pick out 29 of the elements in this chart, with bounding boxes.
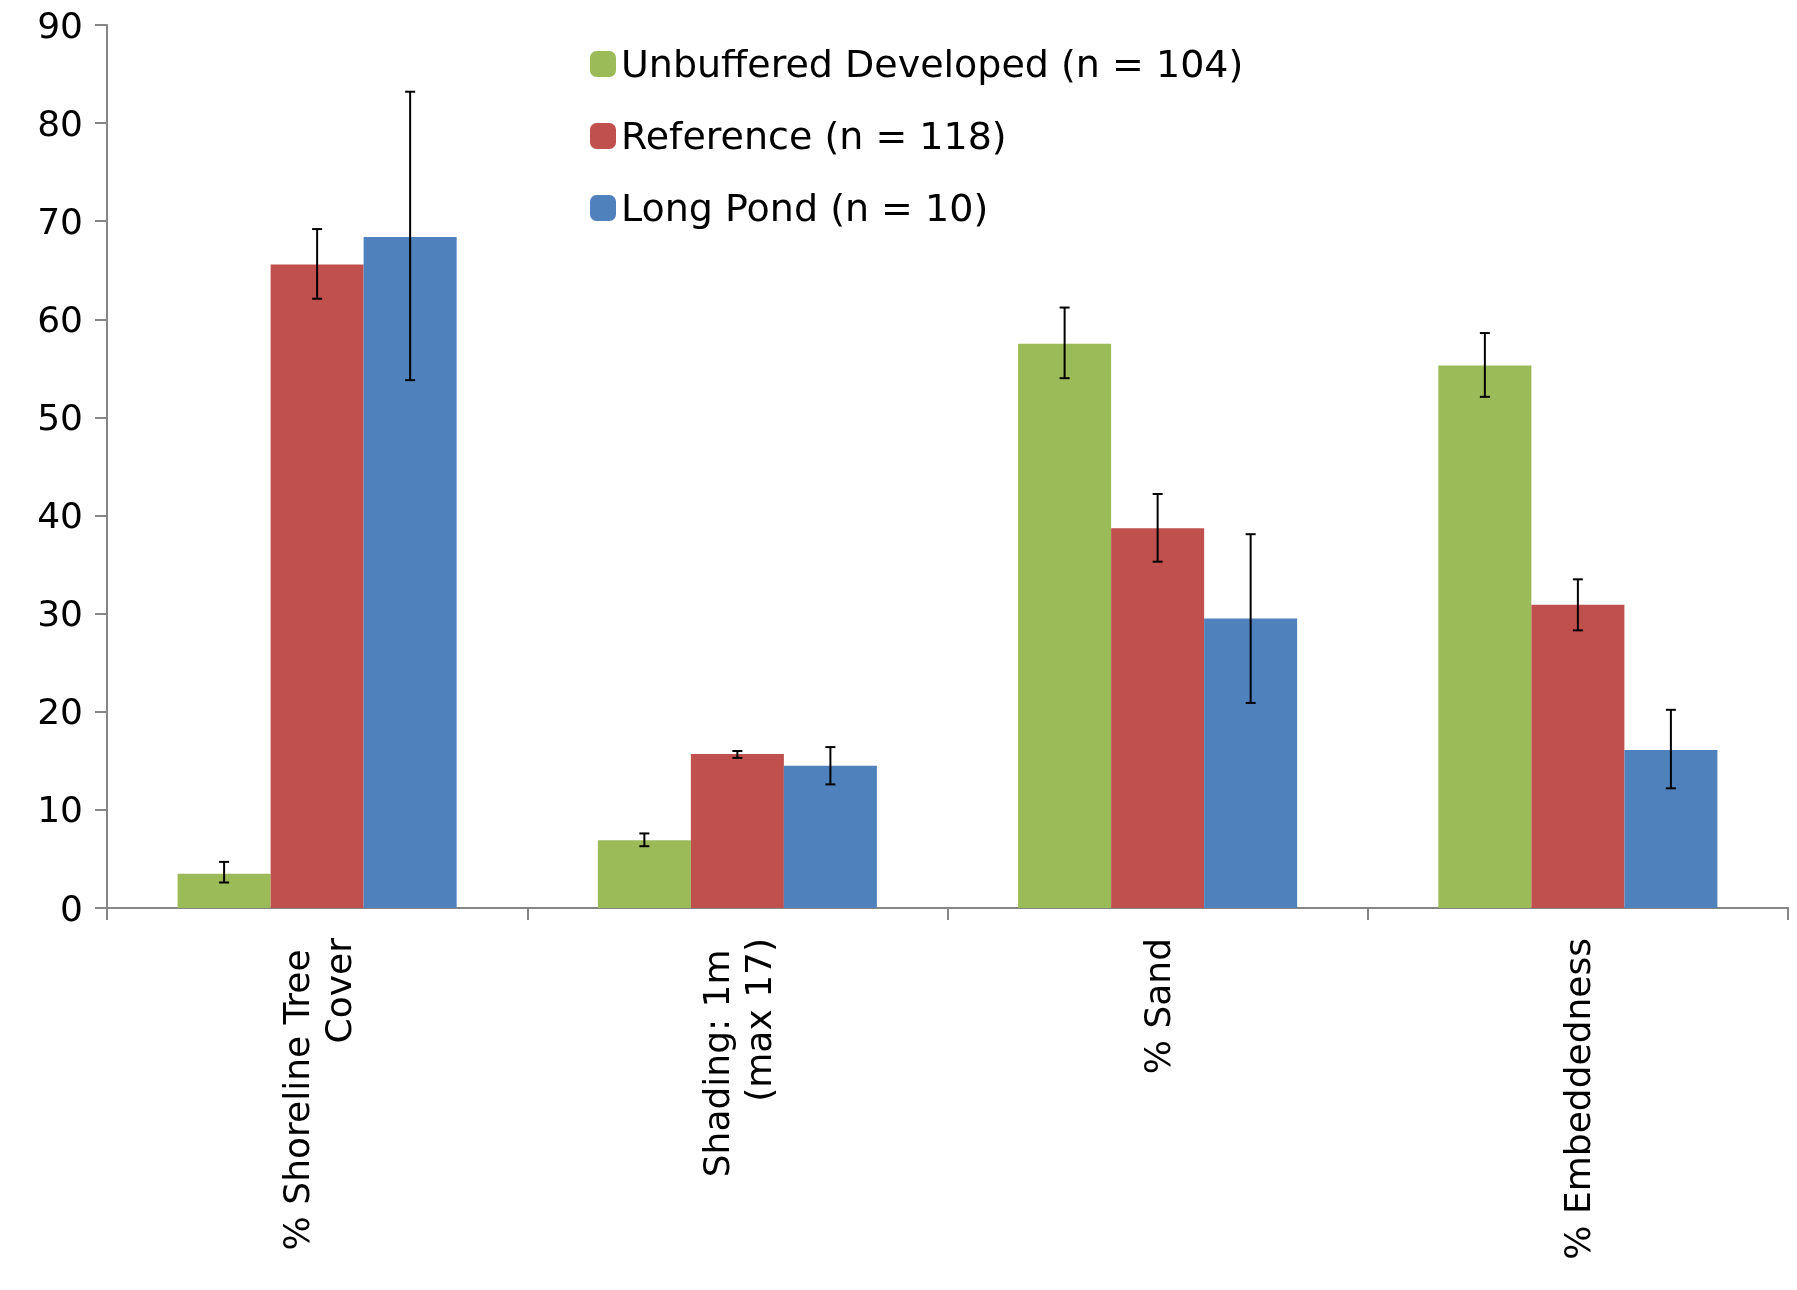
x-tick-label: Shading: 1m (max 17) <box>695 938 779 1178</box>
bar <box>783 765 877 908</box>
bar <box>363 236 457 908</box>
bar <box>1204 618 1298 908</box>
bar <box>270 264 364 908</box>
y-tick-label: 20 <box>37 691 83 733</box>
bar <box>1624 750 1718 908</box>
x-tick-label: % Sand <box>1137 938 1179 1075</box>
bar <box>1438 365 1532 908</box>
bar <box>1531 604 1625 908</box>
y-tick-label: 80 <box>37 102 83 144</box>
bar <box>177 873 271 908</box>
y-tick-label: 50 <box>37 396 83 438</box>
y-tick-label: 30 <box>37 593 83 635</box>
legend-label: Long Pond (n = 10) <box>621 186 989 230</box>
bar <box>690 753 784 908</box>
legend-label: Unbuffered Developed (n = 104) <box>621 42 1244 86</box>
y-tick-label: 40 <box>37 495 83 537</box>
x-tick-label: % Embeddedness <box>1557 938 1599 1260</box>
y-tick-label: 60 <box>37 298 83 340</box>
bar <box>1111 528 1205 908</box>
y-tick-label: 70 <box>37 200 83 242</box>
legend-label: Reference (n = 118) <box>621 114 1007 158</box>
bar <box>597 840 691 908</box>
x-tick-label: % Shoreline Tree Cover <box>275 937 359 1251</box>
y-tick-label: 0 <box>60 887 83 929</box>
y-tick-label: 90 <box>37 4 83 46</box>
bar <box>1018 343 1112 908</box>
y-tick-label: 10 <box>37 789 83 831</box>
